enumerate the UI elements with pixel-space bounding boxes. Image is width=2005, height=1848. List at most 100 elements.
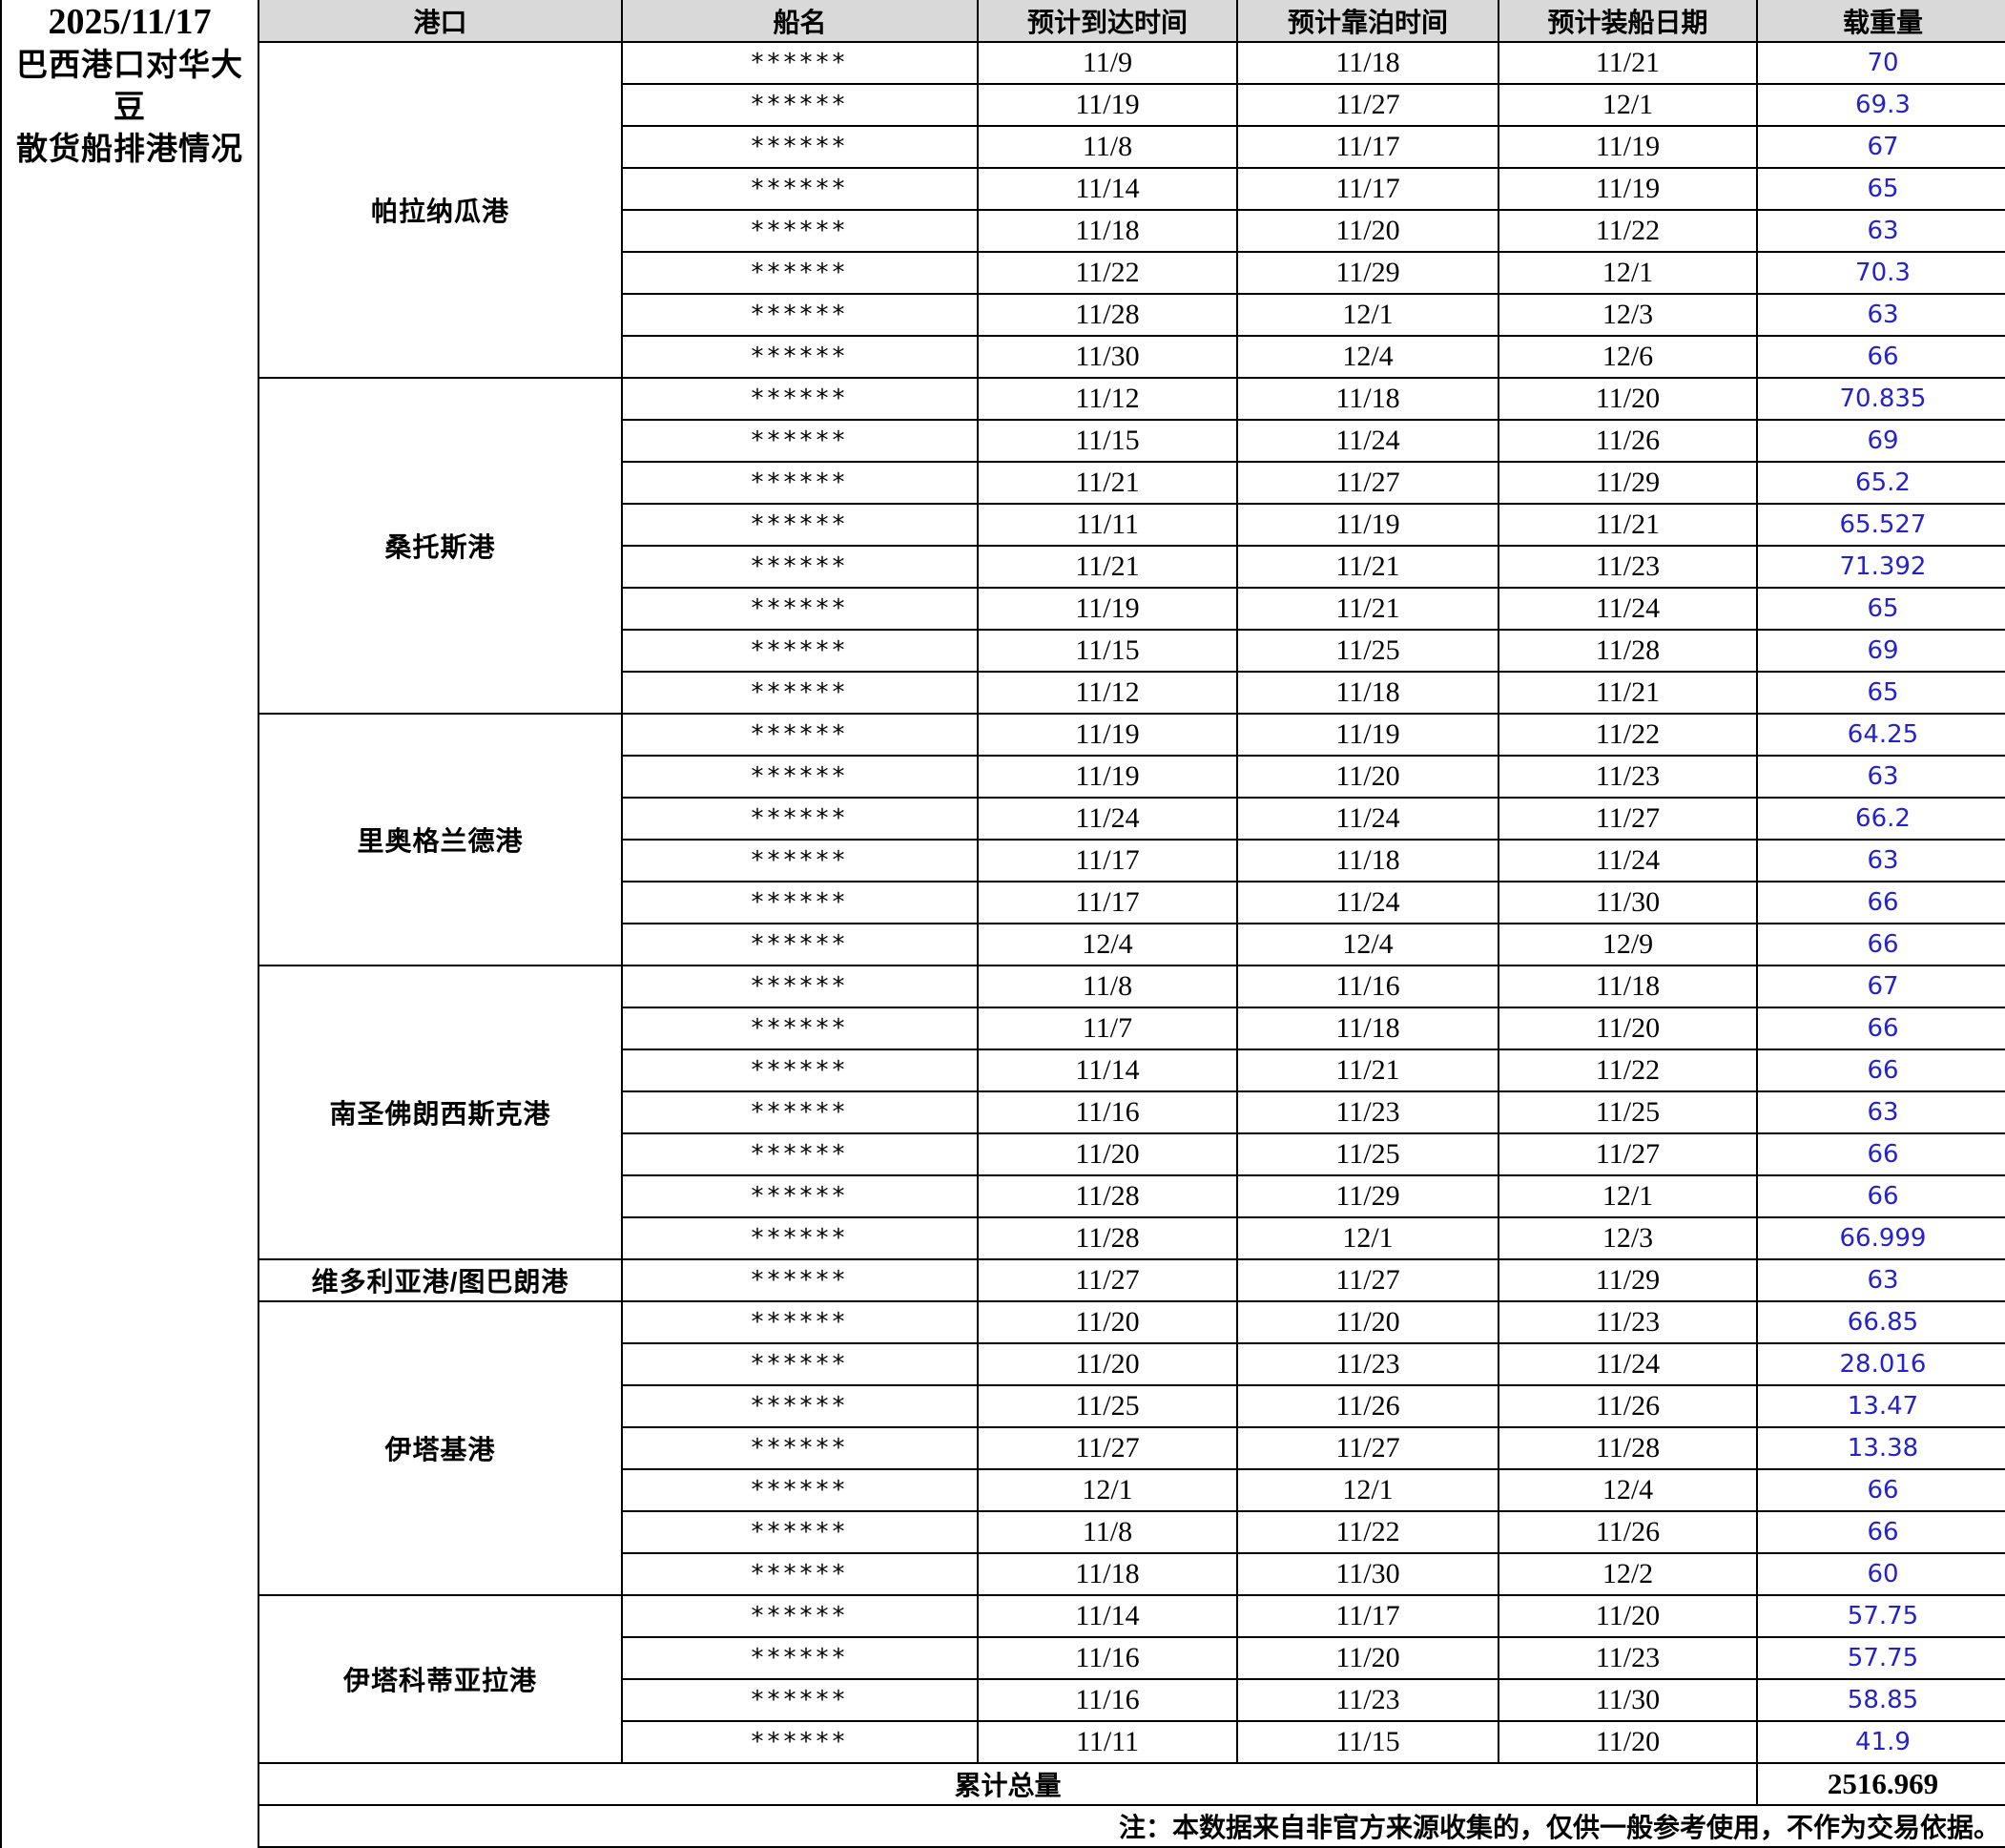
ship-name-cell: ****** xyxy=(621,671,979,715)
eta-cell: 11/16 xyxy=(977,1636,1238,1680)
table-row: ****** 11/28 12/1 12/3 63 xyxy=(258,293,2005,337)
deadweight-cell: 66.999 xyxy=(1756,1216,2005,1260)
berth-cell: 11/21 xyxy=(1236,587,1499,631)
eta-cell: 11/28 xyxy=(977,1174,1238,1218)
berth-cell: 11/27 xyxy=(1236,83,1499,127)
deadweight-cell: 57.75 xyxy=(1756,1636,2005,1680)
deadweight-cell: 67 xyxy=(1756,125,2005,169)
ship-name-cell: ****** xyxy=(621,167,979,211)
berth-cell: 12/4 xyxy=(1236,923,1499,966)
loading-date-cell: 12/1 xyxy=(1498,83,1758,127)
berth-cell: 12/4 xyxy=(1236,335,1499,379)
loading-date-cell: 11/22 xyxy=(1498,1049,1758,1092)
eta-cell: 11/16 xyxy=(977,1678,1238,1722)
table-row: ****** 11/19 11/20 11/23 63 xyxy=(258,755,2005,799)
ship-name-cell: ****** xyxy=(621,293,979,337)
ship-name-cell: ****** xyxy=(621,1258,979,1302)
ship-name-cell: ****** xyxy=(621,1132,979,1176)
berth-cell: 11/25 xyxy=(1236,629,1499,673)
ship-name-cell: ****** xyxy=(621,1384,979,1428)
table-row: ****** 12/4 12/4 12/9 66 xyxy=(258,923,2005,966)
berth-cell: 11/21 xyxy=(1236,1049,1499,1092)
deadweight-cell: 65.527 xyxy=(1756,503,2005,547)
loading-date-cell: 11/21 xyxy=(1498,671,1758,715)
ship-name-cell: ****** xyxy=(621,1678,979,1722)
berth-cell: 11/23 xyxy=(1236,1090,1499,1134)
ship-name-cell: ****** xyxy=(621,881,979,924)
loading-date-cell: 11/26 xyxy=(1498,1510,1758,1554)
table-row: ****** 11/12 11/18 11/21 65 xyxy=(258,671,2005,715)
berth-cell: 11/19 xyxy=(1236,503,1499,547)
eta-cell: 11/17 xyxy=(977,881,1238,924)
col-header-port: 港口 xyxy=(258,0,623,43)
loading-date-cell: 11/28 xyxy=(1498,1426,1758,1470)
deadweight-cell: 66 xyxy=(1756,881,2005,924)
eta-cell: 11/14 xyxy=(977,167,1238,211)
ship-name-cell: ****** xyxy=(621,1720,979,1764)
berth-cell: 11/30 xyxy=(1236,1552,1499,1596)
port-name-cell: 里奥格兰德港 xyxy=(258,713,623,966)
table-row: ****** 11/8 11/22 11/26 66 xyxy=(258,1510,2005,1554)
ship-name-cell: ****** xyxy=(621,335,979,379)
header-row: 港口 船名 预计到达时间 预计靠泊时间 预计装船日期 载重量 xyxy=(258,0,2005,43)
loading-date-cell: 11/30 xyxy=(1498,881,1758,924)
loading-date-cell: 11/20 xyxy=(1498,1594,1758,1638)
eta-cell: 11/22 xyxy=(977,251,1238,295)
eta-cell: 11/19 xyxy=(977,587,1238,631)
table-row: ****** 11/17 11/18 11/24 63 xyxy=(258,839,2005,882)
table-row: ****** 11/7 11/18 11/20 66 xyxy=(258,1007,2005,1050)
eta-cell: 11/18 xyxy=(977,1552,1238,1596)
ship-name-cell: ****** xyxy=(621,1300,979,1344)
eta-cell: 11/12 xyxy=(977,377,1238,421)
ship-name-cell: ****** xyxy=(621,503,979,547)
table-row: ****** 11/28 12/1 12/3 66.999 xyxy=(258,1216,2005,1260)
berth-cell: 11/18 xyxy=(1236,671,1499,715)
berth-cell: 11/18 xyxy=(1236,41,1499,85)
berth-cell: 11/27 xyxy=(1236,461,1499,505)
total-row: 累计总量 2516.969 xyxy=(258,1762,2005,1806)
berth-cell: 11/23 xyxy=(1236,1678,1499,1722)
deadweight-cell: 66 xyxy=(1756,335,2005,379)
col-header-eta: 预计到达时间 xyxy=(977,0,1238,43)
ship-name-cell: ****** xyxy=(621,965,979,1008)
eta-cell: 11/25 xyxy=(977,1384,1238,1428)
deadweight-cell: 70 xyxy=(1756,41,2005,85)
ship-name-cell: ****** xyxy=(621,1468,979,1512)
loading-date-cell: 12/1 xyxy=(1498,251,1758,295)
deadweight-cell: 66 xyxy=(1756,1468,2005,1512)
deadweight-cell: 63 xyxy=(1756,209,2005,253)
table-row: 帕拉纳瓜港 ****** 11/9 11/18 11/21 70 xyxy=(258,41,2005,379)
loading-date-cell: 11/27 xyxy=(1498,1132,1758,1176)
berth-cell: 11/22 xyxy=(1236,1510,1499,1554)
ship-name-cell: ****** xyxy=(621,797,979,841)
eta-cell: 11/12 xyxy=(977,671,1238,715)
deadweight-cell: 65 xyxy=(1756,587,2005,631)
ship-name-cell: ****** xyxy=(621,545,979,589)
eta-cell: 11/19 xyxy=(977,83,1238,127)
berth-cell: 11/23 xyxy=(1236,1342,1499,1386)
loading-date-cell: 12/3 xyxy=(1498,293,1758,337)
berth-cell: 11/26 xyxy=(1236,1384,1499,1428)
ship-name-cell: ****** xyxy=(621,251,979,295)
loading-date-cell: 11/24 xyxy=(1498,839,1758,882)
loading-date-cell: 11/27 xyxy=(1498,797,1758,841)
deadweight-cell: 69 xyxy=(1756,629,2005,673)
deadweight-cell: 63 xyxy=(1756,293,2005,337)
deadweight-cell: 66 xyxy=(1756,1007,2005,1050)
berth-cell: 11/15 xyxy=(1236,1720,1499,1764)
ship-name-cell: ****** xyxy=(621,125,979,169)
ship-name-cell: ****** xyxy=(621,755,979,799)
table-row: 维多利亚港/图巴朗港 ****** 11/27 11/27 11/29 63 xyxy=(258,1258,2005,1302)
ship-name-cell: ****** xyxy=(621,1216,979,1260)
table-row: ****** 11/11 11/19 11/21 65.527 xyxy=(258,503,2005,547)
berth-cell: 12/1 xyxy=(1236,1216,1499,1260)
deadweight-cell: 70.835 xyxy=(1756,377,2005,421)
eta-cell: 11/17 xyxy=(977,839,1238,882)
ship-name-cell: ****** xyxy=(621,419,979,463)
table-row: ****** 11/8 11/17 11/19 67 xyxy=(258,125,2005,169)
loading-date-cell: 11/18 xyxy=(1498,965,1758,1008)
loading-date-cell: 11/29 xyxy=(1498,461,1758,505)
loading-date-cell: 11/21 xyxy=(1498,41,1758,85)
eta-cell: 11/8 xyxy=(977,1510,1238,1554)
deadweight-cell: 28.016 xyxy=(1756,1342,2005,1386)
